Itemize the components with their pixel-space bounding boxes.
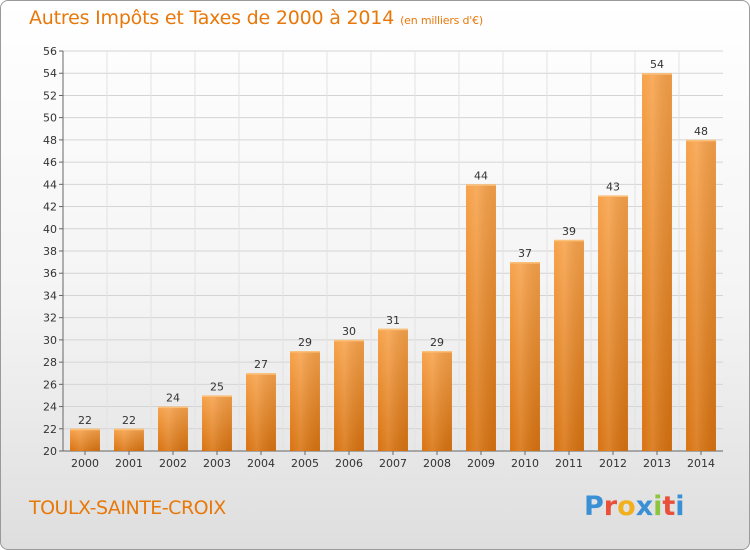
- y-tick-label: 48: [43, 134, 57, 147]
- y-tick-label: 30: [43, 334, 57, 347]
- bar-shine: [510, 262, 540, 451]
- data-label: 22: [78, 414, 92, 427]
- bar-shine: [642, 73, 672, 451]
- data-label: 29: [298, 336, 312, 349]
- x-tick-label: 2005: [291, 457, 319, 470]
- y-tick-label: 52: [43, 89, 57, 102]
- data-label: 37: [518, 247, 532, 260]
- x-tick-label: 2010: [511, 457, 539, 470]
- x-tick-label: 2002: [159, 457, 187, 470]
- y-tick-label: 50: [43, 112, 57, 125]
- y-tick-label: 46: [43, 156, 57, 169]
- logo-letter: o: [617, 491, 636, 522]
- x-tick-label: 2008: [423, 457, 451, 470]
- chart-title: Autres Impôts et Taxes de 2000 à 2014 (en…: [29, 7, 483, 29]
- x-tick-label: 2003: [203, 457, 231, 470]
- y-tick-label: 34: [43, 289, 57, 302]
- y-tick-label: 28: [43, 356, 57, 369]
- bar-top-edge: [686, 139, 716, 142]
- y-tick-label: 26: [43, 378, 57, 391]
- y-tick-label: 38: [43, 245, 57, 258]
- x-tick-label: 2011: [555, 457, 583, 470]
- x-tick-label: 2004: [247, 457, 275, 470]
- bar-shine: [422, 351, 452, 451]
- bar-shine: [246, 373, 276, 451]
- bar-top-edge: [202, 395, 232, 397]
- bars: [70, 73, 716, 452]
- bar-top-edge: [598, 195, 628, 197]
- y-tick-label: 32: [43, 312, 57, 325]
- data-label: 27: [254, 358, 268, 371]
- y-tick-label: 40: [43, 223, 57, 236]
- bar-top-edge: [422, 351, 452, 353]
- bar-shine: [114, 428, 144, 451]
- bar-top-edge: [246, 373, 276, 375]
- data-label: 25: [210, 380, 224, 393]
- bar-shine: [202, 395, 232, 451]
- data-label: 54: [650, 58, 664, 71]
- logo-letter: x: [635, 491, 654, 522]
- data-label: 39: [562, 225, 576, 238]
- y-tick-label: 56: [43, 45, 57, 58]
- labels: 20 22 24 26 28 30 32 34 36 38 40 42 44 46 48 50 52 54 56 22…: [43, 45, 715, 470]
- data-label: 43: [606, 180, 620, 193]
- bar-shine: [290, 351, 320, 451]
- x-tick-label: 2007: [379, 457, 407, 470]
- bar-top-edge: [290, 351, 320, 353]
- data-label: 48: [694, 125, 708, 138]
- bar-shine: [70, 428, 100, 451]
- data-label: 29: [430, 336, 444, 349]
- location-name: TOULX-SAINTE-CROIX: [29, 497, 226, 519]
- bar-top-edge: [466, 184, 496, 186]
- chart-title-text: Autres Impôts et Taxes de 2000 à 2014: [29, 7, 395, 29]
- x-tick-label: 2000: [71, 457, 99, 470]
- proxiti-logo: Proxiti: [584, 491, 685, 522]
- y-tick-label: 24: [43, 401, 57, 414]
- bar-top-edge: [70, 428, 100, 431]
- x-tick-label: 2009: [467, 457, 495, 470]
- bar-top-edge: [158, 406, 188, 409]
- bar-top-edge: [642, 73, 672, 75]
- y-tick-label: 54: [43, 67, 57, 80]
- x-tick-label: 2006: [335, 457, 363, 470]
- x-tick-label: 2014: [687, 457, 715, 470]
- bar-shine: [378, 328, 408, 451]
- x-tick-label: 2013: [643, 457, 671, 470]
- bar-shine: [466, 184, 496, 452]
- bar-top-edge: [378, 328, 408, 331]
- bar-shine: [598, 195, 628, 451]
- data-label: 22: [122, 414, 136, 427]
- bar-top-edge: [510, 262, 540, 264]
- bar-shine: [334, 339, 364, 451]
- x-tick-label: 2001: [115, 457, 143, 470]
- bar-shine: [554, 239, 584, 451]
- data-label: 31: [386, 314, 400, 327]
- logo-letter: t: [662, 491, 676, 522]
- data-label: 24: [166, 392, 180, 405]
- logo-letter: r: [603, 491, 618, 522]
- data-label: 44: [474, 169, 488, 182]
- x-tick-label: 2012: [599, 457, 627, 470]
- bar-shine: [686, 139, 716, 451]
- bar-top-edge: [114, 428, 144, 431]
- logo-letter: i: [675, 491, 685, 522]
- logo-letter: P: [584, 491, 604, 522]
- y-tick-label: 42: [43, 201, 57, 214]
- bar-top-edge: [554, 239, 584, 242]
- data-label: 30: [342, 325, 356, 338]
- y-tick-label: 44: [43, 178, 57, 191]
- bar-shine: [158, 406, 188, 451]
- bar-top-edge: [334, 339, 364, 342]
- y-tick-label: 20: [43, 445, 57, 458]
- y-tick-label: 22: [43, 423, 57, 436]
- y-tick-label: 36: [43, 267, 57, 280]
- logo-letter: i: [653, 491, 663, 522]
- chart-subtitle: (en milliers d'€): [400, 14, 483, 27]
